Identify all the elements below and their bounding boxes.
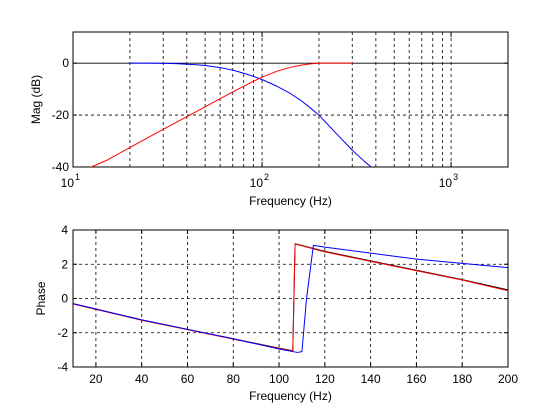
- phase-y-tick-label: -4: [57, 360, 68, 374]
- magnitude-x-axis-label: Frequency (Hz): [249, 194, 332, 208]
- magnitude-x-tick-exponent: 1: [75, 172, 80, 182]
- phase-y-tick-label: 2: [61, 257, 68, 271]
- phase-x-tick-label: 140: [361, 372, 381, 386]
- phase-x-tick-label: 180: [452, 372, 472, 386]
- magnitude-y-tick-label: -20: [52, 108, 70, 122]
- magnitude-axes-box: [72, 31, 509, 168]
- phase-y-tick-label: 4: [61, 223, 68, 237]
- magnitude-y-axis-label: Mag (dB): [29, 75, 43, 124]
- phase-x-tick-label: 80: [227, 372, 241, 386]
- phase-series-line: [73, 244, 508, 353]
- magnitude-y-tick-label: 0: [62, 56, 69, 70]
- phase-x-axis-label: Frequency (Hz): [249, 389, 332, 403]
- phase-x-tick-label: 100: [269, 372, 289, 386]
- phase-x-tick-label: 200: [498, 372, 518, 386]
- phase-x-tick-label: 60: [181, 372, 195, 386]
- phase-x-tick-label: 20: [89, 372, 103, 386]
- phase-x-tick-label: 120: [315, 372, 335, 386]
- magnitude-x-tick-label: 10: [61, 176, 75, 190]
- phase-y-tick-label: -2: [57, 326, 68, 340]
- magnitude-grid: [73, 32, 508, 167]
- phase-x-tick-label: 40: [135, 372, 149, 386]
- magnitude-y-tick-label: -40: [52, 160, 70, 174]
- magnitude-series-line: [90, 62, 353, 167]
- phase-plot: 20 40 60 80 100 120 140 160 180 200 -4 -2 0 2 4 Freque…: [34, 223, 518, 403]
- phase-grid: [73, 230, 508, 367]
- phase-x-tick-label: 160: [406, 372, 426, 386]
- magnitude-x-tick-label: 10: [439, 176, 453, 190]
- magnitude-x-tick-label: 10: [250, 176, 264, 190]
- magnitude-x-tick-exponent: 3: [453, 172, 458, 182]
- magnitude-x-tick-exponent: 2: [264, 172, 269, 182]
- phase-series: [73, 243, 508, 353]
- phase-ticks: 20 40 60 80 100 120 140 160 180 200 -4 -2 0 2 4: [57, 223, 518, 386]
- phase-y-axis-label: Phase: [34, 281, 48, 315]
- magnitude-series-line: [129, 62, 372, 167]
- magnitude-series: [90, 62, 372, 167]
- phase-y-tick-label: 0: [61, 292, 68, 306]
